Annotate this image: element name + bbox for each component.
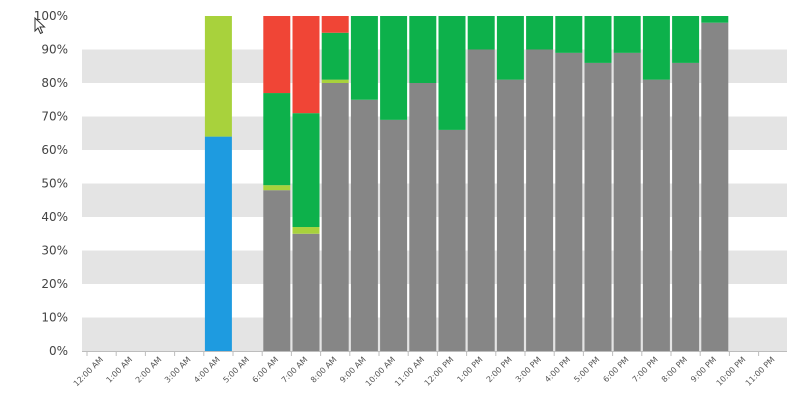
bar-segment [642,79,670,352]
bar-segment [263,16,291,94]
bar-9-00-pm [701,16,729,351]
x-tick-label: 11:00 AM [393,355,426,388]
y-tick-label: 100% [34,9,68,23]
x-tick-label: 1:00 AM [105,355,135,385]
bar-segment [496,79,524,352]
bar-segment [409,83,437,351]
bar-segment [701,16,729,23]
x-tick-label: 2:00 PM [485,355,514,384]
bar-segment [496,16,524,80]
bar-4-00-pm [555,16,583,351]
bar-segment [380,119,408,351]
x-tick-label: 3:00 AM [163,355,193,385]
y-axis-ticks: 0% 10% 20% 30% 40% 50% 60% 70% 80% 90% 100% [34,9,68,358]
x-tick-label: 6:00 PM [601,355,630,384]
y-tick-label: 10% [41,311,68,325]
bars-layer [204,16,729,352]
y-tick-label: 90% [41,43,68,57]
bar-segment [555,52,583,351]
bar-segment [204,16,232,137]
bar-4-00-am [204,16,232,351]
bar-segment [555,16,583,53]
x-tick-label: 8:00 AM [309,355,339,385]
x-tick-label: 6:00 AM [251,355,281,385]
bar-3-00-pm [526,16,554,351]
y-tick-label: 30% [41,244,68,258]
bar-segment [526,49,554,351]
bar-9-00-am [350,16,378,351]
x-tick-label: 5:00 AM [221,355,251,385]
bar-segment [642,16,670,80]
x-axis-ticks: 12:00 AM 1:00 AM 2:00 AM 3:00 AM 4:00 AM 5:00… [72,355,777,388]
bar-segment [321,83,349,351]
y-tick-label: 20% [41,277,68,291]
x-tick-label: 3:00 PM [514,355,543,384]
bar-segment [584,16,612,63]
x-tick-label: 1:00 PM [455,355,484,384]
y-tick-label: 80% [41,76,68,90]
bar-segment [292,227,320,234]
bar-6-00-pm [613,16,641,351]
bar-6-00-am [263,16,291,351]
bar-segment [438,129,466,351]
x-tick-label: 4:00 AM [192,355,222,385]
bar-segment [672,16,700,63]
bar-segment [292,16,320,114]
bar-segment [613,52,641,351]
bar-2-00-pm [496,16,524,352]
x-tick-label: 4:00 PM [543,355,572,384]
mouse-pointer-icon [34,17,46,35]
y-tick-label: 70% [41,110,68,124]
bar-10-00-am [380,16,408,351]
bar-segment [263,190,291,351]
bar-7-00-pm [642,16,670,352]
bar-segment [438,16,466,130]
x-tick-label: 8:00 PM [660,355,689,384]
x-axis [82,351,787,356]
bar-8-00-am [321,16,349,351]
bar-segment [409,16,437,83]
x-tick-label: 9:00 AM [338,355,368,385]
bar-segment [467,49,495,351]
x-tick-label: 10:00 PM [715,355,748,388]
bar-5-00-pm [584,16,612,352]
x-tick-label: 10:00 AM [364,355,397,388]
x-tick-label: 7:00 AM [280,355,310,385]
bar-7-00-am [292,16,320,351]
y-tick-label: 0% [49,344,68,358]
bar-segment [204,136,232,351]
bar-segment [584,62,612,352]
bar-segment [292,113,320,228]
y-tick-label: 40% [41,210,68,224]
x-tick-label: 7:00 PM [631,355,660,384]
bar-segment [350,16,378,100]
bar-segment [613,16,641,53]
bar-segment [321,79,349,83]
bar-segment [263,93,291,186]
x-tick-label: 2:00 AM [134,355,164,385]
bar-segment [701,22,729,351]
x-tick-label: 12:00 PM [423,355,456,388]
bar-8-00-pm [672,16,700,352]
y-tick-label: 60% [41,143,68,157]
bar-segment [350,99,378,351]
bar-segment [672,62,700,352]
bar-segment [380,16,408,120]
bar-1-00-pm [467,16,495,351]
x-tick-label: 11:00 PM [744,355,777,388]
bar-11-00-am [409,16,437,351]
x-tick-label: 5:00 PM [572,355,601,384]
x-tick-label: 12:00 AM [72,355,105,388]
bar-segment [292,233,320,351]
bar-segment [467,16,495,50]
bar-12-00-pm [438,16,466,351]
bar-segment [321,32,349,80]
x-tick-label: 9:00 PM [689,355,718,384]
bar-segment [526,16,554,50]
bar-segment [321,16,349,33]
bar-segment [263,185,291,191]
y-tick-label: 50% [41,177,68,191]
